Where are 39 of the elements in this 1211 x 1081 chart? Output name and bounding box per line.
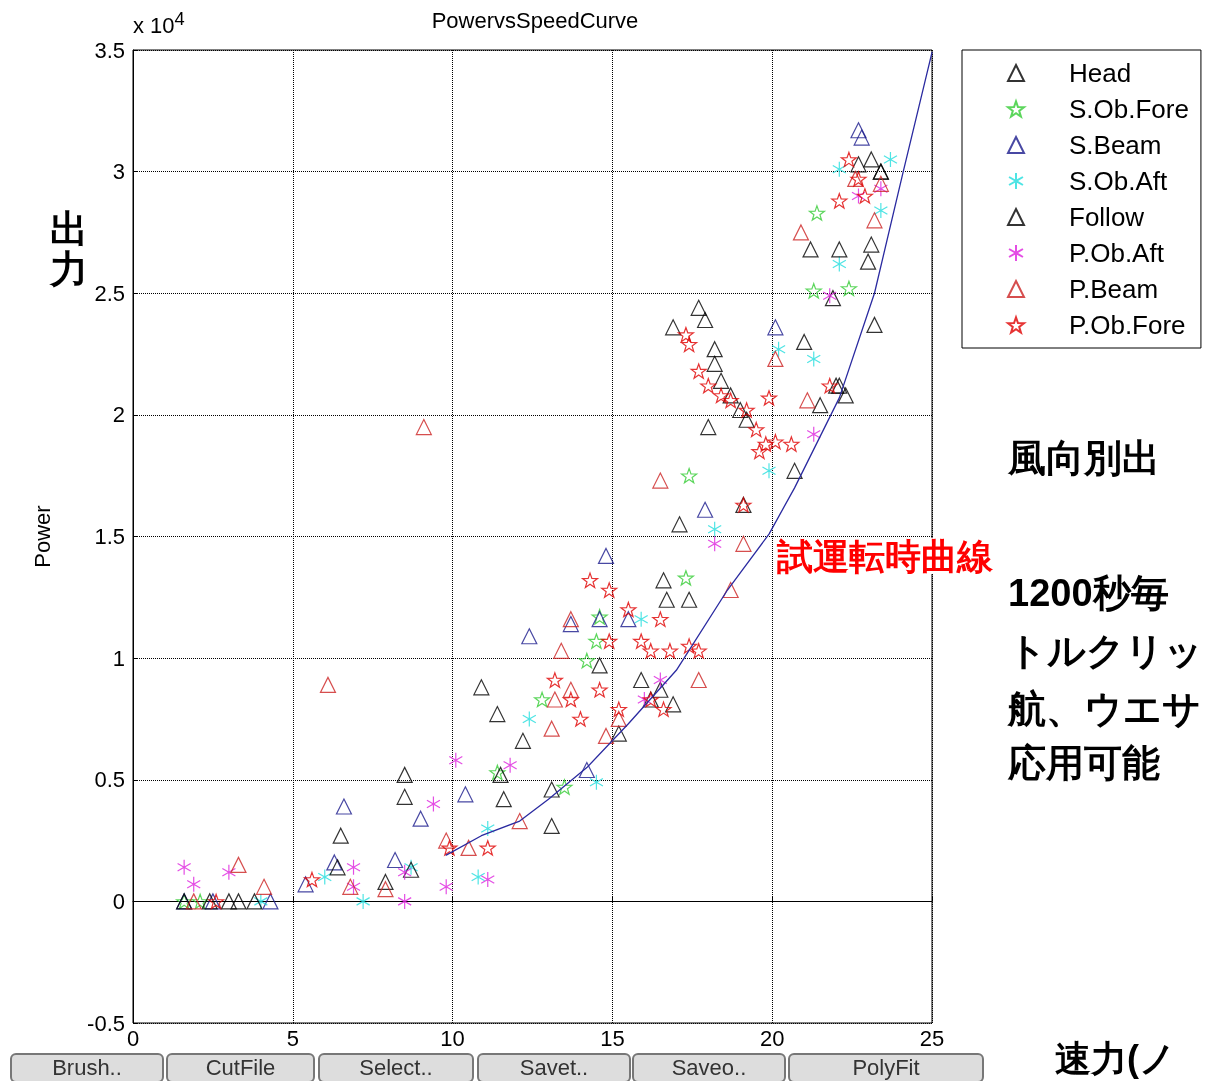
legend-label: Head <box>1069 58 1132 88</box>
y-axis-title: Power <box>29 505 55 568</box>
text: 出力 <box>50 208 88 290</box>
text: 1200秒毎 <box>1008 571 1169 616</box>
button: Select.. <box>318 1053 474 1081</box>
y-tick-label: 2 <box>112 402 125 428</box>
button: Brush.. <box>10 1053 164 1081</box>
legend-label: S.Beam <box>1069 130 1162 160</box>
button: CutFile <box>166 1053 315 1081</box>
legend-label: P.Beam <box>1069 274 1159 304</box>
button: PolyFit <box>788 1053 984 1081</box>
legend-label: Follow <box>1069 202 1145 232</box>
text: 風向別出 <box>1008 436 1160 481</box>
text: 応用可能 <box>1008 741 1160 786</box>
x-tick-label: 15 <box>600 1025 625 1051</box>
y-tick-label: 2.5 <box>94 280 125 306</box>
button: Saveo.. <box>632 1053 786 1081</box>
x-tick-label: 10 <box>440 1025 465 1051</box>
y-tick-label: 3 <box>112 159 125 185</box>
x-tick-label: 20 <box>759 1025 785 1051</box>
series-label: 試運転時曲線 <box>776 535 994 577</box>
y-tick-label: 0 <box>112 888 125 914</box>
text: トルクリッ <box>1008 629 1203 674</box>
y-tick-label: -0.5 <box>87 1010 125 1036</box>
legend-label: P.Ob.Aft <box>1069 238 1165 268</box>
legend-label: S.Ob.Fore <box>1069 94 1189 124</box>
text: 航、ウエサ <box>1008 687 1201 732</box>
legend-label: P.Ob.Fore <box>1069 310 1186 340</box>
y-tick-label: 1.5 <box>94 524 125 549</box>
y-tick-label: 1 <box>112 645 125 671</box>
button: Savet.. <box>477 1053 631 1081</box>
text: x 10$^{4}$ <box>133 8 185 40</box>
y-tick-label: 0.5 <box>94 767 125 793</box>
y-tick-label: 3.5 <box>94 37 125 63</box>
chart-title: PowervsSpeedCurve <box>431 7 639 33</box>
x-tick-label: 25 <box>919 1025 945 1051</box>
x-tick-label: 5 <box>286 1025 299 1051</box>
x-axis-title: 速力(ノ <box>1055 1037 1176 1079</box>
legend-label: S.Ob.Aft <box>1069 166 1169 196</box>
